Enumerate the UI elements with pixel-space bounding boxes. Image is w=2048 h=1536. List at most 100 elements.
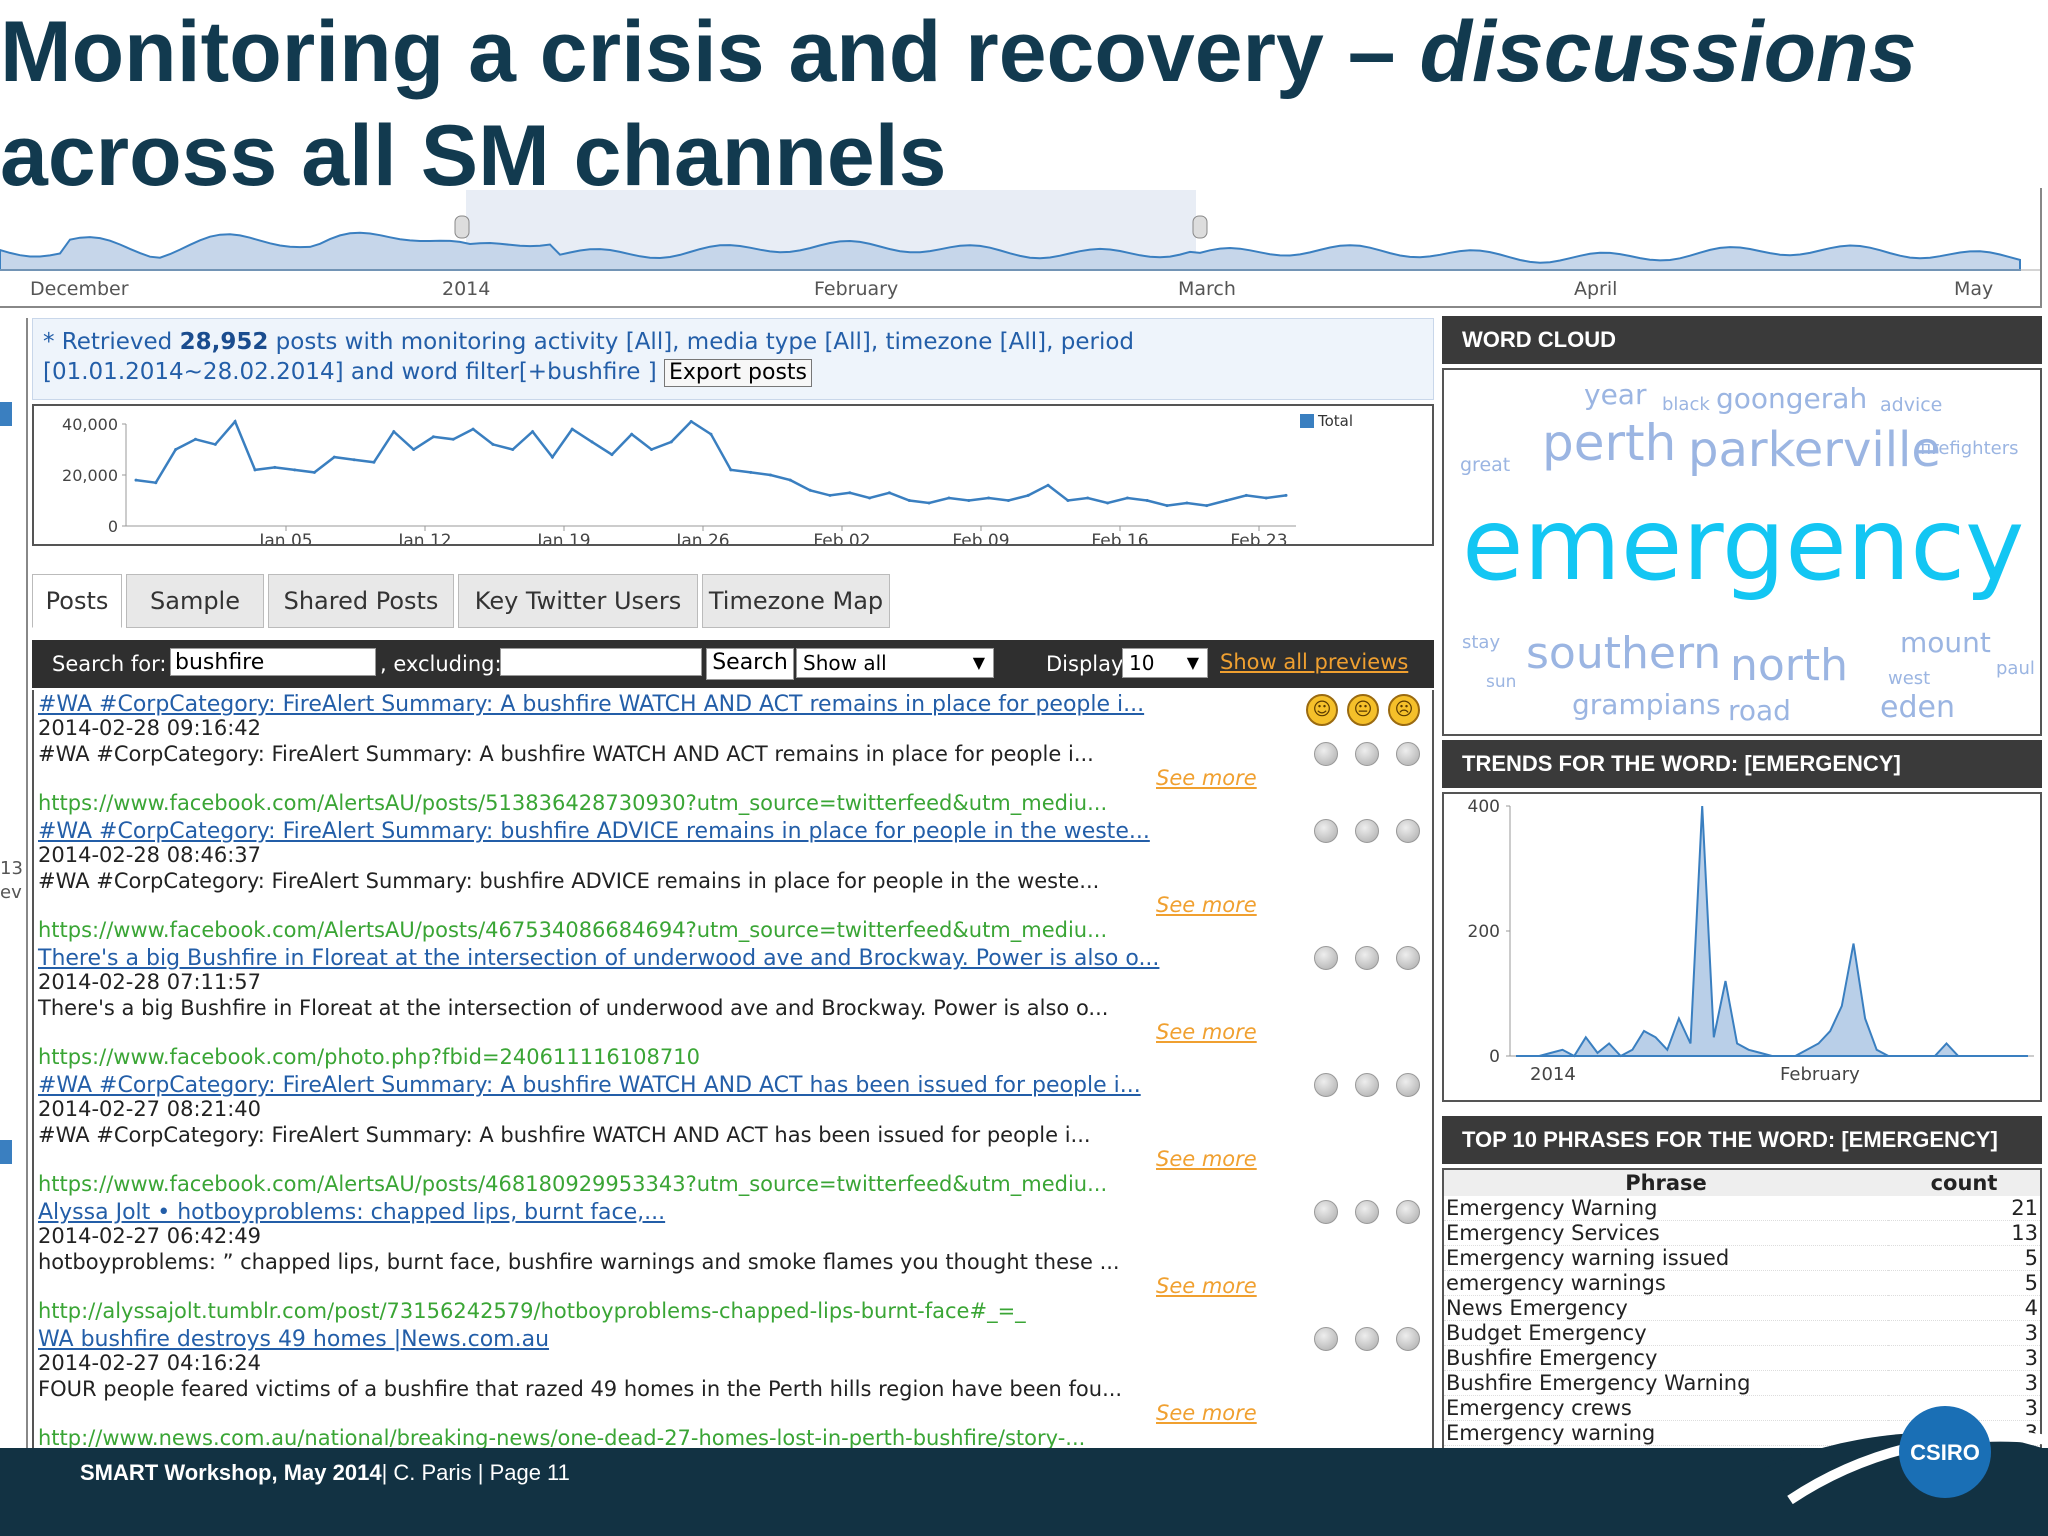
negative-radio[interactable] xyxy=(1396,742,1420,766)
x-tick-label: Jan 19 xyxy=(536,531,590,544)
neutral-radio[interactable] xyxy=(1355,742,1379,766)
data-point xyxy=(907,499,911,502)
see-more-link[interactable]: See more xyxy=(1156,1147,1257,1171)
post-url-link[interactable]: http://alyssajolt.tumblr.com/post/731562… xyxy=(38,1299,1026,1323)
show-all-previews-link[interactable]: Show all previews xyxy=(1220,650,1409,674)
data-point xyxy=(134,478,138,482)
post-url-link[interactable]: https://www.facebook.com/AlertsAU/posts/… xyxy=(38,791,1108,815)
positive-radio[interactable] xyxy=(1314,742,1338,766)
cloud-word[interactable]: southern xyxy=(1526,628,1722,679)
positive-radio[interactable] xyxy=(1314,819,1338,843)
post-title-link[interactable]: #WA #CorpCategory: FireAlert Summary: A … xyxy=(38,1073,1141,1098)
cloud-word[interactable]: goongerah xyxy=(1716,382,1868,415)
post-title-link[interactable]: There's a big Bushfire in Floreat at the… xyxy=(38,946,1160,971)
positive-radio[interactable] xyxy=(1314,1200,1338,1224)
data-point xyxy=(650,448,653,451)
cloud-word[interactable]: west xyxy=(1888,668,1931,689)
cloud-word[interactable]: sun xyxy=(1486,672,1517,692)
results-tabs: Posts Sample Shared Posts Key Twitter Us… xyxy=(32,574,1434,630)
search-input[interactable] xyxy=(170,648,376,676)
cloud-word[interactable]: mount xyxy=(1900,626,1991,659)
show-select[interactable]: Show all ▼ xyxy=(796,648,994,678)
see-more-link[interactable]: See more xyxy=(1156,893,1257,917)
positive-sentiment-icon[interactable]: ☺ xyxy=(1306,694,1338,726)
post-url-link[interactable]: https://www.facebook.com/AlertsAU/posts/… xyxy=(38,1172,1108,1196)
phrase-column-header[interactable]: Phrase xyxy=(1444,1170,1888,1196)
overview-timeline[interactable]: December 2014 February March April May xyxy=(0,188,2042,308)
data-point xyxy=(1066,499,1070,502)
post-title-link[interactable]: Alyssa Jolt • hotboyproblems: chapped li… xyxy=(38,1200,666,1225)
post-date: 2014-02-27 06:42:49 xyxy=(38,1224,262,1248)
display-count-select[interactable]: 10 ▼ xyxy=(1122,648,1208,678)
tab-shared-posts[interactable]: Shared Posts xyxy=(268,574,454,628)
data-point xyxy=(769,473,772,477)
overview-label: February xyxy=(814,278,899,300)
negative-radio[interactable] xyxy=(1396,946,1420,970)
cloud-word[interactable]: road xyxy=(1728,694,1791,727)
neutral-radio[interactable] xyxy=(1355,1200,1379,1224)
overview-left-handle[interactable] xyxy=(454,215,470,239)
y-tick-label: 400 xyxy=(1468,797,1500,817)
negative-radio[interactable] xyxy=(1396,1073,1420,1097)
post-url-link[interactable]: http://www.news.com.au/national/breaking… xyxy=(38,1426,1086,1448)
table-row: Emergency Warning 21 xyxy=(1444,1196,2040,1221)
cloud-word[interactable]: year xyxy=(1584,378,1647,411)
negative-radio[interactable] xyxy=(1396,1327,1420,1351)
cloud-word-top[interactable]: emergency xyxy=(1462,486,2025,603)
count-column-header[interactable]: count xyxy=(1888,1170,2040,1196)
neutral-radio[interactable] xyxy=(1355,819,1379,843)
word-trend-chart: 400 200 0 2014 February xyxy=(1442,792,2042,1102)
phrase-cell: Bushfire Emergency Warning xyxy=(1444,1370,1888,1396)
neutral-sentiment-icon[interactable]: 😐 xyxy=(1347,694,1379,726)
x-tick-label: 2014 xyxy=(1530,1064,1576,1085)
excluding-input[interactable] xyxy=(500,648,702,676)
positive-radio[interactable] xyxy=(1314,1327,1338,1351)
post-title-link[interactable]: #WA #CorpCategory: FireAlert Summary: A … xyxy=(38,692,1145,717)
data-point xyxy=(1185,501,1189,505)
negative-radio[interactable] xyxy=(1396,1200,1420,1224)
cloud-word[interactable]: black xyxy=(1662,394,1710,415)
tab-sample[interactable]: Sample xyxy=(126,574,264,628)
see-more-link[interactable]: See more xyxy=(1156,766,1257,790)
positive-radio[interactable] xyxy=(1314,1073,1338,1097)
data-point xyxy=(372,460,376,464)
post-title-link[interactable]: #WA #CorpCategory: FireAlert Summary: bu… xyxy=(38,819,1150,844)
post-url-link[interactable]: https://www.facebook.com/AlertsAU/posts/… xyxy=(38,918,1108,942)
cloud-word[interactable]: great xyxy=(1460,454,1511,476)
cloud-word[interactable]: grampians xyxy=(1572,688,1721,721)
display-label: Display xyxy=(1046,652,1124,676)
see-more-link[interactable]: See more xyxy=(1156,1020,1257,1044)
x-tick-label: Jan 05 xyxy=(258,531,312,544)
tab-timezone-map[interactable]: Timezone Map xyxy=(702,574,890,628)
post-url-link[interactable]: https://www.facebook.com/photo.php?fbid=… xyxy=(38,1045,700,1069)
y-tick-label: 20,000 xyxy=(62,466,118,485)
neutral-radio[interactable] xyxy=(1355,1327,1379,1351)
overview-right-handle[interactable] xyxy=(1192,215,1208,239)
tab-key-twitter-users[interactable]: Key Twitter Users xyxy=(458,574,698,628)
cloud-word[interactable]: stay xyxy=(1462,632,1501,653)
cloud-word[interactable]: parkerville xyxy=(1688,422,1941,478)
cloud-word[interactable]: eden xyxy=(1880,690,1955,725)
post-title-link[interactable]: WA bushfire destroys 49 homes |News.com.… xyxy=(38,1327,550,1352)
positive-radio[interactable] xyxy=(1314,946,1338,970)
table-row: Emergency warning issued 5 xyxy=(1444,1245,2040,1271)
neutral-radio[interactable] xyxy=(1355,1073,1379,1097)
see-more-link[interactable]: See more xyxy=(1156,1401,1257,1425)
data-point xyxy=(233,420,237,423)
table-row: Budget Emergency 3 xyxy=(1444,1320,2040,1346)
see-more-link[interactable]: See more xyxy=(1156,1274,1257,1298)
export-posts-button[interactable]: Export posts xyxy=(664,359,812,387)
posts-volume-svg: 40,000 20,000 0 Jan 05 Jan 12 Jan 19 Jan 26 Feb… xyxy=(62,412,1353,551)
negative-radio[interactable] xyxy=(1396,819,1420,843)
count-cell: 4 xyxy=(1888,1295,2040,1321)
cloud-word[interactable]: perth xyxy=(1542,414,1677,472)
cloud-word[interactable]: firefighters xyxy=(1920,438,2019,459)
tab-posts[interactable]: Posts xyxy=(32,574,122,628)
negative-sentiment-icon[interactable]: ☹ xyxy=(1388,694,1420,726)
cloud-word[interactable]: north xyxy=(1730,640,1849,691)
neutral-radio[interactable] xyxy=(1355,946,1379,970)
cloud-word[interactable]: paul xyxy=(1996,658,2035,679)
search-button[interactable]: Search xyxy=(706,648,794,680)
cloud-word[interactable]: advice xyxy=(1880,394,1943,416)
data-point xyxy=(253,468,257,472)
